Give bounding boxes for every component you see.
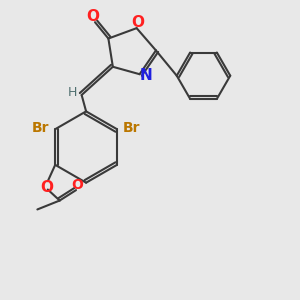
Text: Br: Br — [122, 121, 140, 135]
Text: Br: Br — [32, 121, 50, 135]
Text: N: N — [140, 68, 152, 83]
Text: O: O — [72, 178, 83, 192]
Text: O: O — [40, 180, 53, 195]
Text: O: O — [86, 9, 99, 24]
Text: O: O — [132, 15, 145, 30]
Text: H: H — [68, 86, 77, 99]
